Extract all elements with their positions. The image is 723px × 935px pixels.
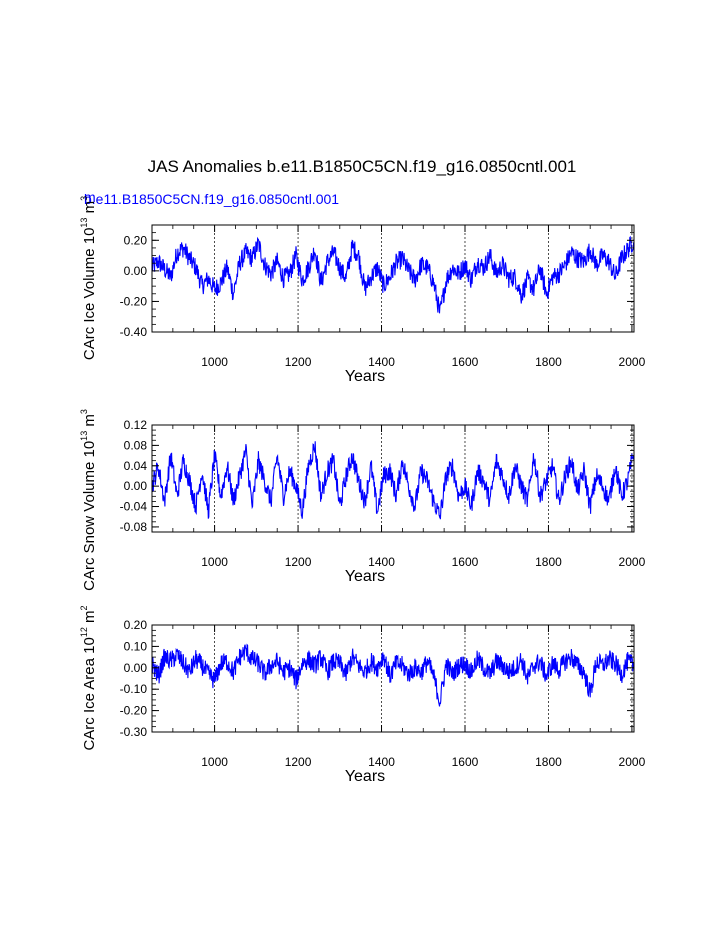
plot-frame — [151, 424, 635, 533]
x-tick-label: 2000 — [619, 555, 646, 569]
case-label: b.e11.B1850C5CN.f19_g16.0850cntl.001 — [84, 191, 339, 207]
x-tick-label: 1400 — [368, 755, 395, 769]
x-tick-label: 2000 — [619, 755, 646, 769]
x-tick-label: 1200 — [285, 355, 312, 369]
x-tick-label: 1400 — [368, 355, 395, 369]
y-tick-label: -0.30 — [120, 725, 148, 739]
y-tick-label: 0.20 — [124, 233, 148, 247]
x-tick-label: 2000 — [619, 355, 646, 369]
x-tick-label: 1800 — [535, 755, 562, 769]
y-axis-label: CArc Ice Volume 1013 m3 — [79, 196, 98, 360]
figure-title: JAS Anomalies b.e11.B1850C5CN.f19_g16.08… — [148, 157, 577, 176]
y-axis-label: CArc Snow Volume 1013 m3 — [79, 409, 98, 591]
series-line-ice-area — [151, 643, 634, 707]
panel-ice-area: -0.30 -0.20 -0.10 0.00 0.10 0.20 1000 1200 1400 1… — [79, 605, 646, 785]
y-tick-label: 0.10 — [124, 639, 148, 653]
case-label-unit-overlay: m — [84, 189, 96, 205]
y-tick-label: 0.08 — [124, 438, 148, 452]
x-tick-label: 1000 — [201, 755, 228, 769]
x-axis-label: Years — [345, 768, 385, 785]
panel-snow-volume: -0.08 -0.04 0.00 0.04 0.08 0.12 1000 1200 1400 16… — [79, 409, 646, 591]
x-tick-label: 1200 — [285, 555, 312, 569]
y-tick-label: 0.00 — [124, 661, 148, 675]
x-tick-label: 1600 — [452, 355, 479, 369]
x-tick-label: 1800 — [535, 555, 562, 569]
y-axis-label: CArc Ice Area 1012 m2 — [79, 605, 98, 750]
y-tick-label: -0.20 — [120, 294, 148, 308]
x-tick-label: 1200 — [285, 755, 312, 769]
y-tick-label: 0.00 — [124, 264, 148, 278]
series-line-snow-volume — [151, 441, 635, 520]
y-tick-label: -0.40 — [120, 325, 148, 339]
y-tick-label: 0.04 — [124, 459, 148, 473]
x-tick-label: 1800 — [535, 355, 562, 369]
y-tick-label: 0.12 — [124, 418, 148, 432]
panel-ice-volume: -0.40 -0.20 0.00 0.20 1000 1200 1400 1600 1800 20… — [79, 196, 646, 385]
x-tick-label: 1000 — [201, 555, 228, 569]
y-tick-label: -0.04 — [120, 500, 148, 514]
y-tick-label: 0.00 — [124, 479, 148, 493]
x-axis-label: Years — [345, 568, 385, 585]
x-axis-label: Years — [345, 368, 385, 385]
x-tick-label: 1600 — [452, 755, 479, 769]
x-tick-label: 1600 — [452, 555, 479, 569]
y-tick-label: -0.20 — [120, 704, 148, 718]
x-tick-label: 1400 — [368, 555, 395, 569]
x-tick-label: 1000 — [201, 355, 228, 369]
y-tick-label: 0.20 — [124, 618, 148, 632]
series-line-ice-volume — [151, 235, 635, 314]
panels-group: -0.40 -0.20 0.00 0.20 1000 1200 1400 1600 1800 20… — [79, 196, 646, 785]
y-tick-label: -0.08 — [120, 520, 148, 534]
y-tick-label: -0.10 — [120, 682, 148, 696]
plot-frame — [151, 624, 635, 733]
